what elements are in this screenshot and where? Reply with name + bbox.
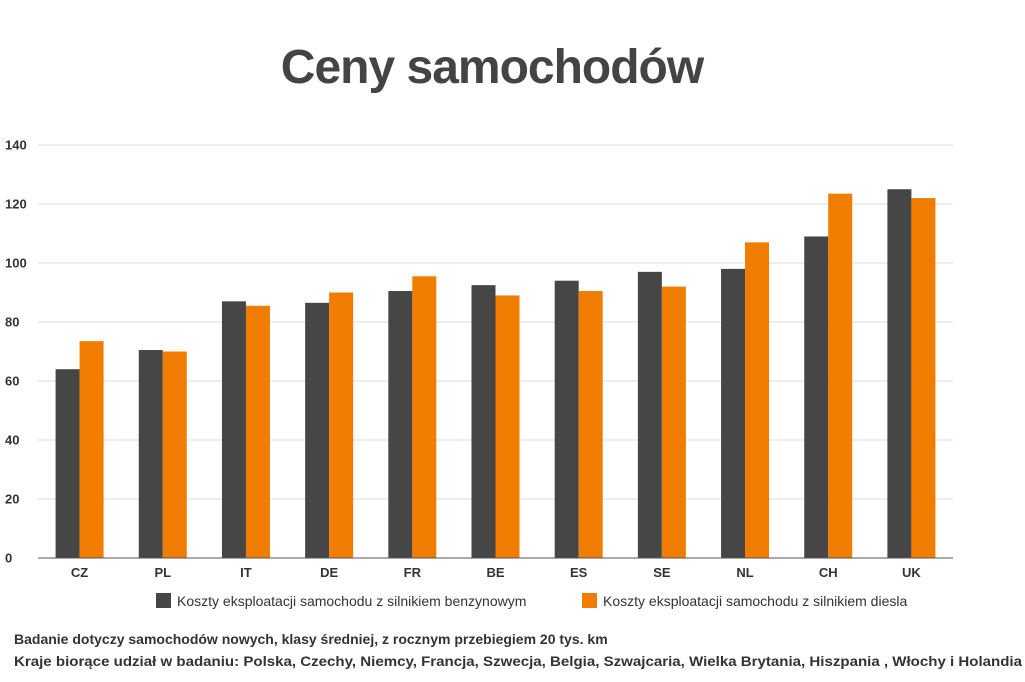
chart-title: Ceny samochodów <box>281 41 705 94</box>
bar-petrol-pl <box>138 350 163 558</box>
bar-petrol-cz <box>55 369 80 558</box>
bar-diesel-cz <box>79 341 104 558</box>
x-tick-label-pl: PL <box>154 565 171 580</box>
legend: Koszty eksploatacji samochodu z silnikie… <box>156 593 907 609</box>
bar-petrol-nl <box>721 268 746 558</box>
x-tick-label-uk: UK <box>902 565 921 580</box>
y-tick-label: 40 <box>5 433 19 448</box>
bar-petrol-be <box>471 285 496 558</box>
bar-petrol-se <box>637 271 662 558</box>
bar-petrol-fr <box>388 291 413 558</box>
y-tick-label: 120 <box>5 197 27 212</box>
y-tick-label: 80 <box>5 315 19 330</box>
bar-diesel-se <box>661 286 686 558</box>
bar-diesel-uk <box>911 198 936 558</box>
x-tick-label-es: ES <box>570 565 588 580</box>
bar-diesel-pl <box>162 351 187 558</box>
bars <box>55 189 936 559</box>
y-tick-label: 140 <box>5 138 27 153</box>
legend-label-diesel: Koszty eksploatacji samochodu z silnikie… <box>603 593 907 609</box>
legend-swatch-diesel <box>582 593 597 608</box>
bar-diesel-be <box>495 295 520 558</box>
legend-swatch-petrol <box>156 593 171 608</box>
y-tick-label: 100 <box>5 256 27 271</box>
x-tick-label-cz: CZ <box>71 565 88 580</box>
x-tick-label-be: BE <box>486 565 504 580</box>
x-tick-label-ch: CH <box>819 565 838 580</box>
footnote-countries: Kraje biorące udział w badaniu: Polska, … <box>14 653 1022 669</box>
x-tick-label-fr: FR <box>404 565 422 580</box>
y-tick-label: 20 <box>5 492 19 507</box>
footnote-study-description: Badanie dotyczy samochodów nowych, klasy… <box>14 631 608 647</box>
bar-diesel-es <box>578 291 603 558</box>
y-tick-label: 0 <box>5 551 12 566</box>
bar-petrol-uk <box>887 189 912 558</box>
bar-diesel-de <box>329 292 354 558</box>
y-axis-ticks: 0 20 40 60 80 100 120 140 <box>5 138 27 566</box>
bar-diesel-fr <box>412 276 437 558</box>
bar-petrol-it <box>221 301 246 558</box>
y-tick-label: 60 <box>5 374 19 389</box>
bar-petrol-de <box>305 302 330 558</box>
x-tick-label-de: DE <box>320 565 338 580</box>
legend-label-petrol: Koszty eksploatacji samochodu z silnikie… <box>177 593 526 609</box>
bar-petrol-es <box>554 280 579 558</box>
x-tick-label-it: IT <box>240 565 252 580</box>
bar-diesel-ch <box>828 193 853 559</box>
bar-petrol-ch <box>804 236 829 558</box>
bar-diesel-nl <box>745 242 770 558</box>
x-tick-label-nl: NL <box>736 565 753 580</box>
x-axis-labels: CZ PL IT DE FR BE ES SE NL CH UK <box>71 565 921 580</box>
bar-diesel-it <box>245 305 270 558</box>
x-tick-label-se: SE <box>653 565 671 580</box>
